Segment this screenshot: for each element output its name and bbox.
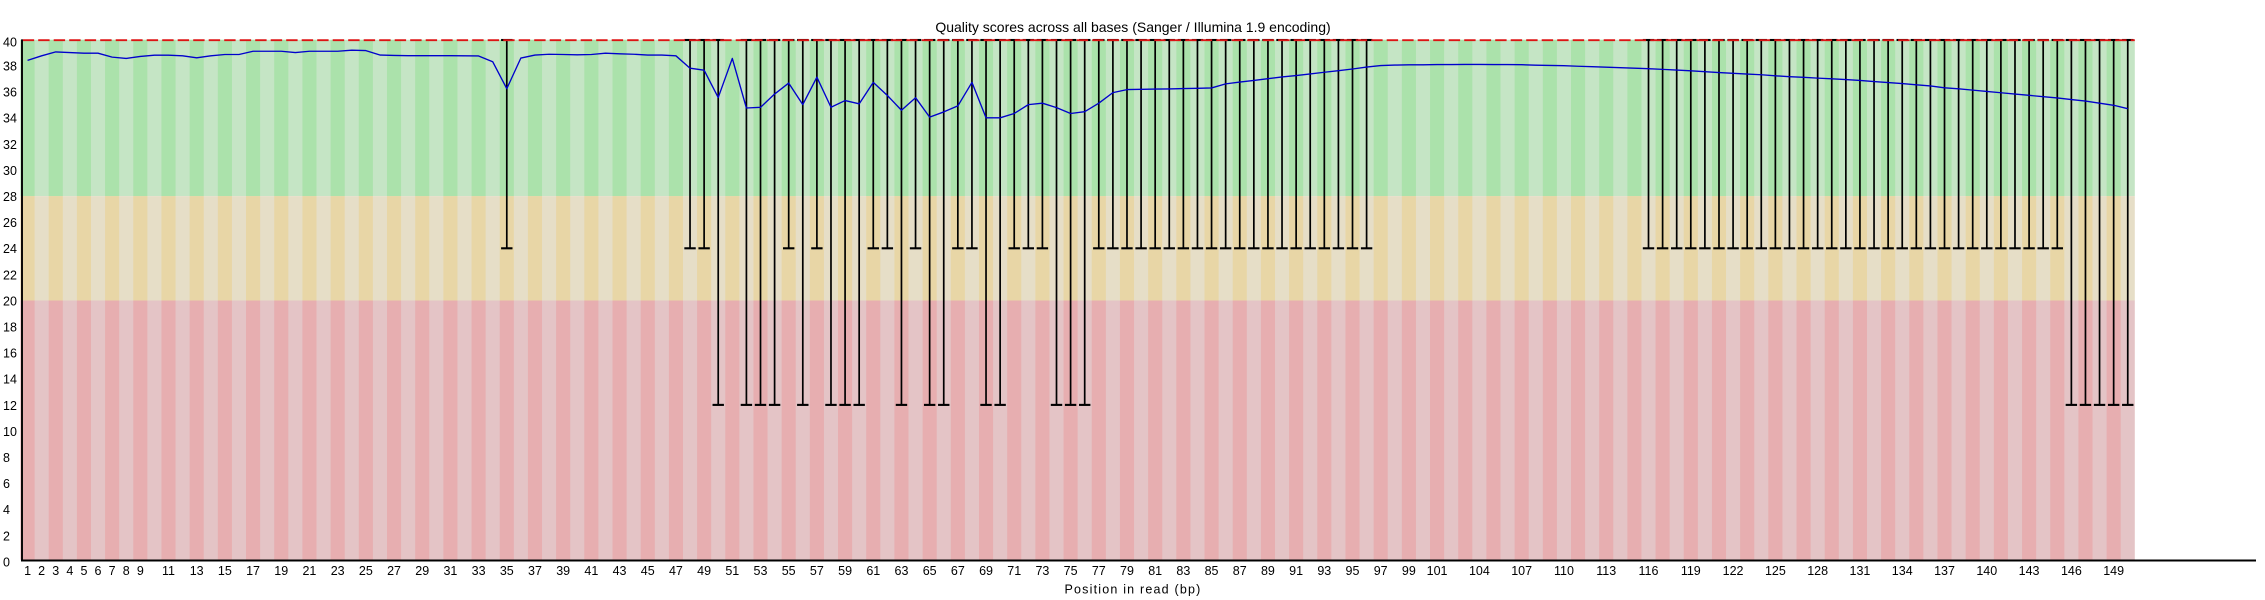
svg-text:30: 30 bbox=[3, 164, 17, 178]
svg-text:8: 8 bbox=[3, 451, 10, 465]
svg-text:59: 59 bbox=[838, 564, 852, 578]
svg-text:25: 25 bbox=[359, 564, 373, 578]
svg-text:140: 140 bbox=[1976, 564, 1997, 578]
svg-text:24: 24 bbox=[3, 242, 17, 256]
svg-text:14: 14 bbox=[3, 373, 17, 387]
svg-text:10: 10 bbox=[3, 425, 17, 439]
svg-text:0: 0 bbox=[3, 555, 10, 569]
svg-text:51: 51 bbox=[725, 564, 739, 578]
svg-text:65: 65 bbox=[923, 564, 937, 578]
svg-text:16: 16 bbox=[3, 347, 17, 361]
svg-text:6: 6 bbox=[95, 564, 102, 578]
svg-text:8: 8 bbox=[123, 564, 130, 578]
svg-text:20: 20 bbox=[3, 294, 17, 308]
svg-text:63: 63 bbox=[895, 564, 909, 578]
svg-text:12: 12 bbox=[3, 399, 17, 413]
svg-text:21: 21 bbox=[302, 564, 316, 578]
svg-text:29: 29 bbox=[415, 564, 429, 578]
svg-text:122: 122 bbox=[1723, 564, 1744, 578]
svg-text:13: 13 bbox=[190, 564, 204, 578]
svg-text:9: 9 bbox=[137, 564, 144, 578]
svg-text:47: 47 bbox=[669, 564, 683, 578]
svg-text:89: 89 bbox=[1261, 564, 1275, 578]
svg-text:22: 22 bbox=[3, 268, 17, 282]
svg-text:2: 2 bbox=[3, 529, 10, 543]
svg-text:11: 11 bbox=[162, 564, 175, 578]
svg-text:39: 39 bbox=[556, 564, 570, 578]
svg-text:18: 18 bbox=[3, 321, 17, 335]
svg-text:104: 104 bbox=[1469, 564, 1490, 578]
svg-text:125: 125 bbox=[1765, 564, 1786, 578]
svg-text:146: 146 bbox=[2061, 564, 2082, 578]
svg-text:38: 38 bbox=[3, 60, 17, 74]
svg-text:40: 40 bbox=[3, 35, 17, 49]
svg-text:5: 5 bbox=[80, 564, 87, 578]
svg-text:55: 55 bbox=[782, 564, 796, 578]
svg-text:19: 19 bbox=[274, 564, 288, 578]
svg-text:6: 6 bbox=[3, 477, 10, 491]
svg-text:15: 15 bbox=[218, 564, 232, 578]
svg-text:143: 143 bbox=[2019, 564, 2040, 578]
svg-text:4: 4 bbox=[66, 564, 73, 578]
svg-text:4: 4 bbox=[3, 503, 10, 517]
svg-text:37: 37 bbox=[528, 564, 542, 578]
svg-text:99: 99 bbox=[1402, 564, 1416, 578]
svg-text:32: 32 bbox=[3, 138, 17, 152]
svg-text:Position in read (bp): Position in read (bp) bbox=[1064, 583, 1201, 597]
svg-text:137: 137 bbox=[1934, 564, 1955, 578]
svg-text:33: 33 bbox=[472, 564, 486, 578]
svg-text:69: 69 bbox=[979, 564, 993, 578]
svg-text:116: 116 bbox=[1639, 564, 1659, 578]
svg-text:49: 49 bbox=[697, 564, 711, 578]
svg-text:128: 128 bbox=[1807, 564, 1828, 578]
svg-text:134: 134 bbox=[1892, 564, 1913, 578]
svg-text:43: 43 bbox=[613, 564, 627, 578]
svg-text:23: 23 bbox=[331, 564, 345, 578]
svg-text:28: 28 bbox=[3, 190, 17, 204]
svg-text:2: 2 bbox=[38, 564, 45, 578]
svg-text:27: 27 bbox=[387, 564, 401, 578]
svg-text:95: 95 bbox=[1346, 564, 1360, 578]
svg-text:53: 53 bbox=[754, 564, 768, 578]
svg-text:73: 73 bbox=[1035, 564, 1049, 578]
svg-text:34: 34 bbox=[3, 112, 17, 126]
svg-text:107: 107 bbox=[1511, 564, 1532, 578]
svg-text:75: 75 bbox=[1064, 564, 1078, 578]
svg-text:79: 79 bbox=[1120, 564, 1134, 578]
svg-text:110: 110 bbox=[1554, 564, 1574, 578]
svg-text:97: 97 bbox=[1374, 564, 1388, 578]
svg-text:3: 3 bbox=[52, 564, 59, 578]
svg-text:17: 17 bbox=[246, 564, 260, 578]
svg-text:149: 149 bbox=[2103, 564, 2124, 578]
svg-text:67: 67 bbox=[951, 564, 965, 578]
svg-text:119: 119 bbox=[1681, 564, 1701, 578]
svg-text:41: 41 bbox=[584, 564, 598, 578]
svg-text:26: 26 bbox=[3, 216, 17, 230]
svg-text:101: 101 bbox=[1427, 564, 1448, 578]
svg-text:113: 113 bbox=[1596, 564, 1616, 578]
svg-text:61: 61 bbox=[866, 564, 880, 578]
svg-text:91: 91 bbox=[1289, 564, 1303, 578]
svg-text:1: 1 bbox=[24, 564, 31, 578]
svg-text:85: 85 bbox=[1205, 564, 1219, 578]
svg-text:77: 77 bbox=[1092, 564, 1106, 578]
svg-text:31: 31 bbox=[443, 564, 457, 578]
svg-text:83: 83 bbox=[1176, 564, 1190, 578]
svg-text:57: 57 bbox=[810, 564, 824, 578]
svg-text:71: 71 bbox=[1007, 564, 1021, 578]
svg-text:45: 45 bbox=[641, 564, 655, 578]
svg-text:Quality scores across all base: Quality scores across all bases (Sanger … bbox=[935, 19, 1330, 35]
svg-text:87: 87 bbox=[1233, 564, 1247, 578]
svg-text:36: 36 bbox=[3, 86, 17, 100]
svg-text:93: 93 bbox=[1317, 564, 1331, 578]
svg-text:35: 35 bbox=[500, 564, 514, 578]
svg-text:7: 7 bbox=[109, 564, 116, 578]
svg-text:131: 131 bbox=[1850, 564, 1871, 578]
svg-text:81: 81 bbox=[1148, 564, 1162, 578]
